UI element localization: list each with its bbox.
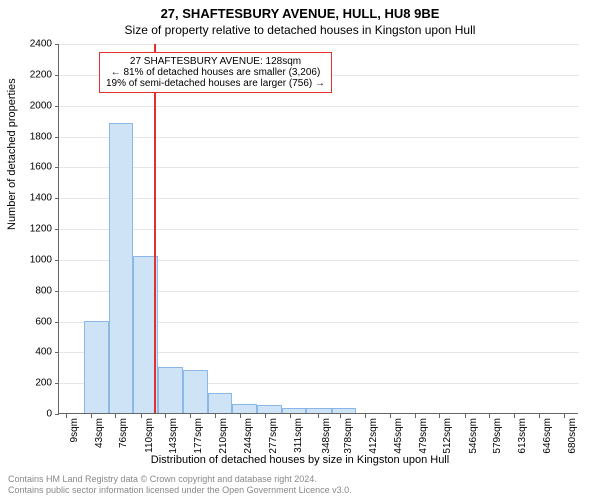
xtick-label: 613sqm [517,418,528,454]
ytick-mark [55,229,59,230]
xtick-mark [514,414,515,418]
histogram-bar [183,370,208,413]
annotation-line: ← 81% of detached houses are smaller (3,… [106,67,325,78]
xtick-mark [141,414,142,418]
gridline [59,106,579,107]
ytick-label: 600 [35,316,52,327]
annotation-line: 27 SHAFTESBURY AVENUE: 128sqm [106,56,325,67]
xtick-mark [165,414,166,418]
footer-attribution: Contains HM Land Registry data © Crown c… [8,474,352,496]
histogram-bar [232,404,257,413]
ytick-mark [55,260,59,261]
xtick-mark [190,414,191,418]
ytick-label: 800 [35,285,52,296]
xtick-label: 512sqm [442,418,453,454]
xtick-mark [340,414,341,418]
xtick-mark [489,414,490,418]
ytick-label: 400 [35,347,52,358]
xtick-mark [66,414,67,418]
histogram-bar [158,367,183,413]
page-title: 27, SHAFTESBURY AVENUE, HULL, HU8 9BE [0,0,600,21]
xtick-mark [290,414,291,418]
xtick-mark [465,414,466,418]
plot-region: 9sqm43sqm76sqm110sqm143sqm177sqm210sqm24… [58,44,578,414]
xtick-label: 680sqm [567,418,578,454]
xtick-label: 348sqm [321,418,332,454]
chart-area: 9sqm43sqm76sqm110sqm143sqm177sqm210sqm24… [58,44,578,414]
xtick-mark [115,414,116,418]
page-subtitle: Size of property relative to detached ho… [0,21,600,41]
xtick-label: 143sqm [168,418,179,454]
annotation-line: 19% of semi-detached houses are larger (… [106,78,325,89]
histogram-bar [282,408,307,413]
gridline [59,198,579,199]
ytick-mark [55,322,59,323]
histogram-bar [332,408,357,413]
footer-line-1: Contains HM Land Registry data © Crown c… [8,474,352,485]
xtick-mark [240,414,241,418]
histogram-bar [109,123,134,413]
xtick-mark [539,414,540,418]
xtick-mark [215,414,216,418]
xtick-label: 546sqm [468,418,479,454]
xtick-label: 412sqm [368,418,379,454]
xtick-label: 9sqm [69,418,80,442]
xtick-label: 210sqm [218,418,229,454]
ytick-label: 0 [46,409,52,420]
ytick-mark [55,106,59,107]
ytick-label: 2200 [30,69,52,80]
gridline [59,44,579,45]
y-axis-label: Number of detached properties [6,78,18,230]
xtick-mark [415,414,416,418]
ytick-label: 1400 [30,193,52,204]
ytick-mark [55,291,59,292]
xtick-label: 445sqm [393,418,404,454]
xtick-label: 277sqm [268,418,279,454]
xtick-label: 110sqm [144,418,155,453]
ytick-mark [55,137,59,138]
ytick-mark [55,44,59,45]
xtick-label: 579sqm [492,418,503,454]
ytick-mark [55,383,59,384]
ytick-label: 2000 [30,100,52,111]
ytick-mark [55,167,59,168]
ytick-label: 200 [35,378,52,389]
gridline [59,137,579,138]
ytick-mark [55,75,59,76]
xtick-mark [365,414,366,418]
xtick-label: 43sqm [94,418,105,448]
xtick-label: 177sqm [193,418,204,454]
xtick-mark [318,414,319,418]
ytick-mark [55,352,59,353]
xtick-label: 76sqm [118,418,129,448]
xtick-label: 244sqm [243,418,254,454]
property-marker-line [154,44,156,413]
gridline [59,229,579,230]
xtick-mark [390,414,391,418]
ytick-label: 1000 [30,254,52,265]
xtick-mark [265,414,266,418]
annotation-box: 27 SHAFTESBURY AVENUE: 128sqm← 81% of de… [99,52,332,93]
histogram-bar [257,405,282,413]
xtick-label: 311sqm [293,418,304,453]
histogram-bar [306,408,331,413]
histogram-bar [208,393,233,413]
footer-line-2: Contains public sector information licen… [8,485,352,496]
xtick-mark [91,414,92,418]
xtick-mark [439,414,440,418]
x-axis-label: Distribution of detached houses by size … [0,454,600,466]
ytick-label: 2400 [30,39,52,50]
ytick-label: 1600 [30,162,52,173]
xtick-label: 378sqm [343,418,354,454]
histogram-bar [84,321,109,414]
ytick-mark [55,414,59,415]
xtick-mark [564,414,565,418]
gridline [59,167,579,168]
xtick-label: 646sqm [542,418,553,454]
ytick-mark [55,198,59,199]
ytick-label: 1800 [30,131,52,142]
ytick-label: 1200 [30,224,52,235]
xtick-label: 479sqm [418,418,429,454]
